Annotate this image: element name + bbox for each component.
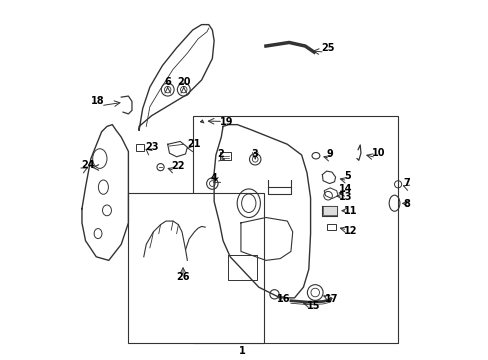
Text: 24: 24 [81,160,94,170]
Text: 7: 7 [403,178,409,188]
Text: 6: 6 [164,77,171,87]
Bar [135,144,144,151]
Bar [323,206,336,215]
Text: 5: 5 [343,171,350,181]
Text: 12: 12 [343,226,357,236]
Text: 9: 9 [326,149,333,159]
Text: 4: 4 [210,173,217,183]
Text: 18: 18 [91,96,104,107]
Text: 10: 10 [372,148,385,158]
Bar [326,224,335,230]
Text: 21: 21 [187,139,201,149]
Text: 2: 2 [217,149,224,159]
Bar [192,116,397,342]
Text: 3: 3 [251,149,258,159]
Text: 14: 14 [339,184,352,194]
Text: 13: 13 [339,192,352,202]
Bar [128,193,264,342]
Text: 19: 19 [219,117,232,127]
Text: 25: 25 [321,43,334,53]
Text: 17: 17 [324,294,338,303]
Text: 16: 16 [276,294,289,303]
Bar [220,153,230,160]
Text: 8: 8 [403,199,409,209]
Text: 22: 22 [171,161,184,171]
Text: 1: 1 [239,346,245,356]
Text: 23: 23 [145,142,159,152]
Text: 26: 26 [176,272,189,282]
Text: 11: 11 [343,206,357,216]
Text: 20: 20 [177,77,190,87]
Text: 15: 15 [306,301,320,311]
